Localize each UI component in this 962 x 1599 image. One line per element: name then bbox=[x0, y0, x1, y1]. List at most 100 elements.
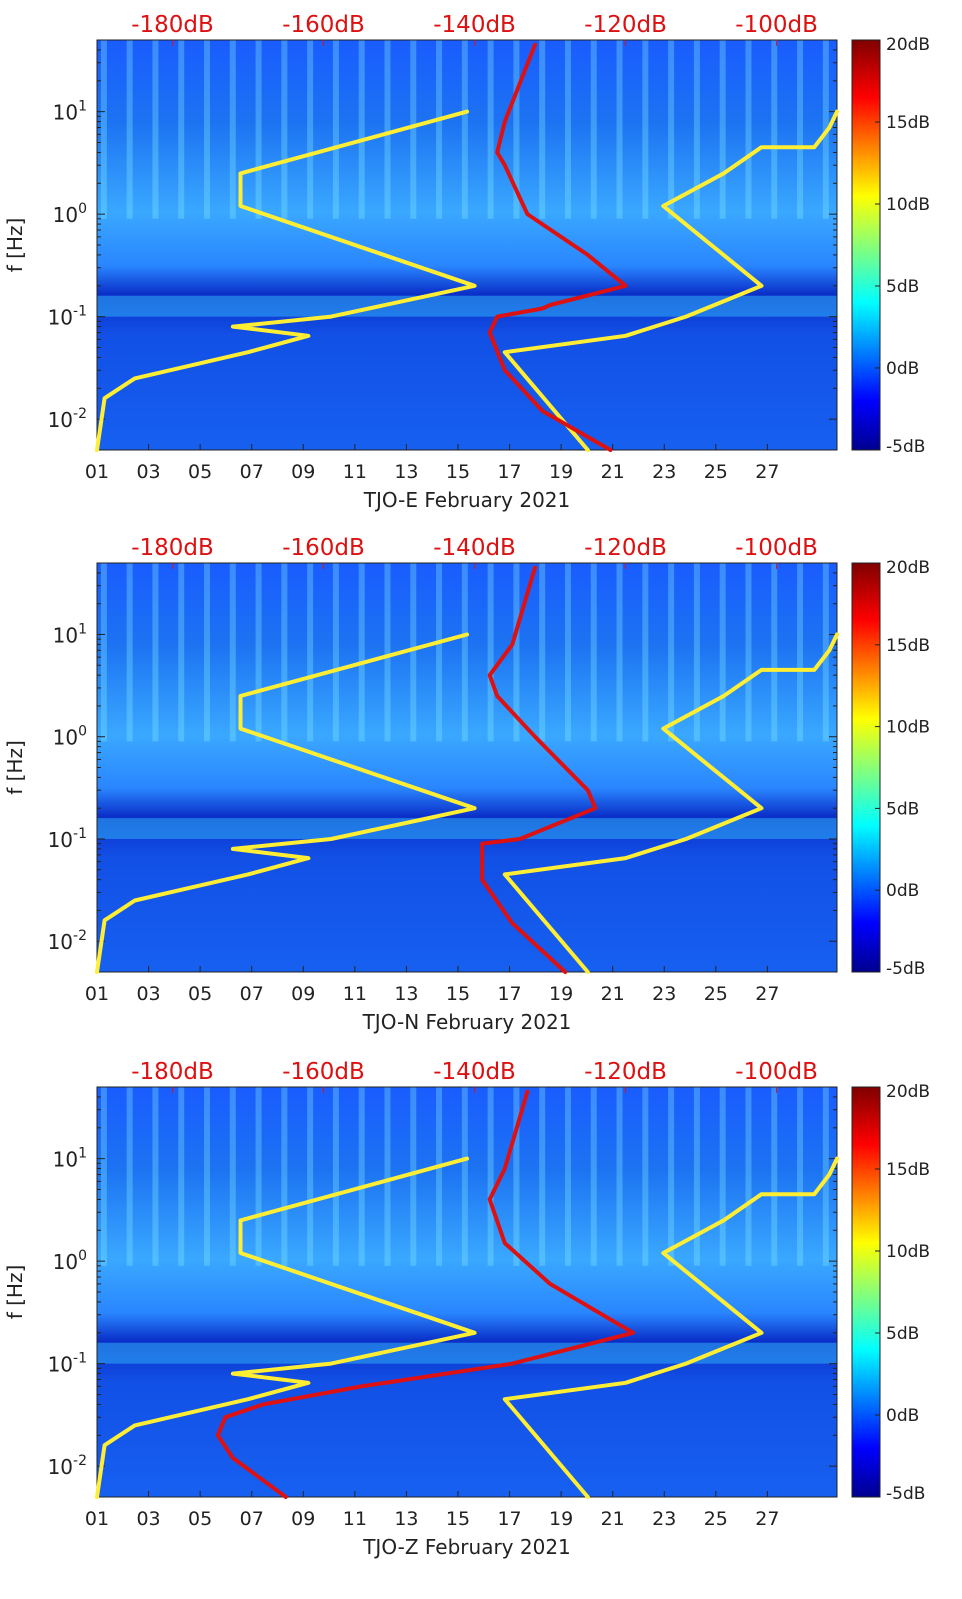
colorbar-label: 20dB bbox=[886, 558, 930, 578]
y-axis-label: f [Hz] bbox=[3, 740, 27, 795]
y-axis-label: f [Hz] bbox=[3, 218, 27, 273]
colorbar-label: 5dB bbox=[886, 799, 919, 819]
x-tick-label: 13 bbox=[394, 461, 418, 483]
series-low-noise-model bbox=[95, 632, 477, 974]
x-tick-label: 19 bbox=[549, 983, 573, 1005]
striation bbox=[719, 563, 726, 742]
x-tick-label: 11 bbox=[343, 983, 367, 1005]
top-db-label: -180dB bbox=[131, 12, 214, 38]
striation bbox=[436, 40, 443, 219]
top-db-label: -140dB bbox=[433, 1059, 516, 1085]
striation bbox=[513, 1087, 520, 1266]
chart-panel-3: 01 03 05 07 09 11 13 15 17 19 21 23 25 27 TJO-Z Februa… bbox=[3, 1059, 930, 1559]
colorbar-label: 5dB bbox=[886, 1324, 919, 1344]
top-db-label: -120dB bbox=[584, 535, 667, 561]
colorbar-label: 0dB bbox=[886, 881, 919, 901]
striation bbox=[539, 1087, 546, 1266]
y-tick-label: 101 bbox=[53, 621, 87, 647]
y-tick-label: 10-1 bbox=[48, 304, 87, 330]
y-tick-label: 10-2 bbox=[48, 406, 87, 432]
x-tick-label: 27 bbox=[755, 983, 779, 1005]
striation bbox=[797, 1087, 804, 1266]
top-db-label: -100dB bbox=[735, 12, 818, 38]
x-tick-label: 15 bbox=[446, 461, 470, 483]
top-db-label: -140dB bbox=[433, 535, 516, 561]
chart-panel-1: 01 03 05 07 09 11 13 15 17 19 21 23 25 27 TJO-E Februa… bbox=[3, 12, 930, 512]
x-tick-label: 03 bbox=[136, 1508, 160, 1530]
x-tick-label: 09 bbox=[291, 1508, 315, 1530]
y-axis-label: f [Hz] bbox=[3, 1265, 27, 1320]
series-median-PSD bbox=[487, 42, 628, 452]
x-tick-label: 27 bbox=[755, 461, 779, 483]
striation bbox=[126, 40, 133, 219]
x-tick-label: 11 bbox=[343, 461, 367, 483]
striation bbox=[410, 563, 417, 742]
x-tick-label: 07 bbox=[240, 461, 264, 483]
striation bbox=[693, 1087, 700, 1266]
series-median-PSD bbox=[215, 1089, 636, 1499]
x-tick-label: 03 bbox=[136, 461, 160, 483]
x-tick-label: 03 bbox=[136, 983, 160, 1005]
striation bbox=[693, 40, 700, 219]
striation bbox=[100, 563, 107, 742]
striation bbox=[590, 40, 597, 219]
striation bbox=[771, 1087, 778, 1266]
striation bbox=[668, 40, 675, 219]
y-tick-label: 10-1 bbox=[48, 1351, 87, 1377]
colorbar-label: -5dB bbox=[886, 1484, 925, 1504]
striation bbox=[642, 1087, 649, 1266]
x-tick-label: 11 bbox=[343, 1508, 367, 1530]
microseism-band bbox=[97, 1342, 837, 1364]
x-tick-label: 01 bbox=[85, 1508, 109, 1530]
y-tick-label: 100 bbox=[53, 1248, 87, 1274]
colorbar-label: 20dB bbox=[886, 35, 930, 55]
striation bbox=[771, 40, 778, 219]
striation bbox=[307, 563, 314, 742]
top-db-label: -160dB bbox=[282, 535, 365, 561]
striation bbox=[668, 563, 675, 742]
x-tick-label: 21 bbox=[601, 1508, 625, 1530]
top-db-label: -180dB bbox=[131, 1059, 214, 1085]
colorbar-label: -5dB bbox=[886, 437, 925, 457]
striation bbox=[745, 1087, 752, 1266]
colorbar-label: 20dB bbox=[886, 1082, 930, 1102]
x-tick-label: 15 bbox=[446, 1508, 470, 1530]
striation bbox=[281, 563, 288, 742]
colorbar bbox=[851, 1086, 881, 1498]
striation bbox=[126, 563, 133, 742]
striation bbox=[642, 563, 649, 742]
striation bbox=[178, 40, 185, 219]
y-tick-label: 10-2 bbox=[48, 1453, 87, 1479]
y-tick-label: 101 bbox=[53, 99, 87, 125]
x-tick-label: 23 bbox=[652, 461, 676, 483]
striation bbox=[281, 40, 288, 219]
striation bbox=[229, 40, 236, 219]
x-axis-label: TJO-N February 2021 bbox=[362, 1010, 572, 1034]
striation bbox=[668, 1087, 675, 1266]
x-axis-label: TJO-Z February 2021 bbox=[362, 1535, 571, 1559]
spectrogram-striations bbox=[100, 1087, 829, 1266]
x-tick-label: 19 bbox=[549, 1508, 573, 1530]
striation bbox=[126, 1087, 133, 1266]
striation bbox=[590, 563, 597, 742]
x-tick-label: 09 bbox=[291, 983, 315, 1005]
y-tick-label: 100 bbox=[53, 724, 87, 750]
top-db-label: -160dB bbox=[282, 12, 365, 38]
top-db-label: -100dB bbox=[735, 535, 818, 561]
striation bbox=[358, 1087, 365, 1266]
microseism-band bbox=[97, 295, 837, 317]
striation bbox=[642, 40, 649, 219]
striation bbox=[564, 563, 571, 742]
x-tick-label: 07 bbox=[240, 1508, 264, 1530]
x-tick-label: 17 bbox=[497, 461, 521, 483]
x-tick-label: 21 bbox=[601, 983, 625, 1005]
x-tick-label: 27 bbox=[755, 1508, 779, 1530]
striation bbox=[797, 563, 804, 742]
colorbar-label: -5dB bbox=[886, 959, 925, 979]
top-db-label: -140dB bbox=[433, 12, 516, 38]
striation bbox=[178, 563, 185, 742]
x-tick-label: 07 bbox=[240, 983, 264, 1005]
striation bbox=[564, 40, 571, 219]
striation bbox=[307, 1087, 314, 1266]
